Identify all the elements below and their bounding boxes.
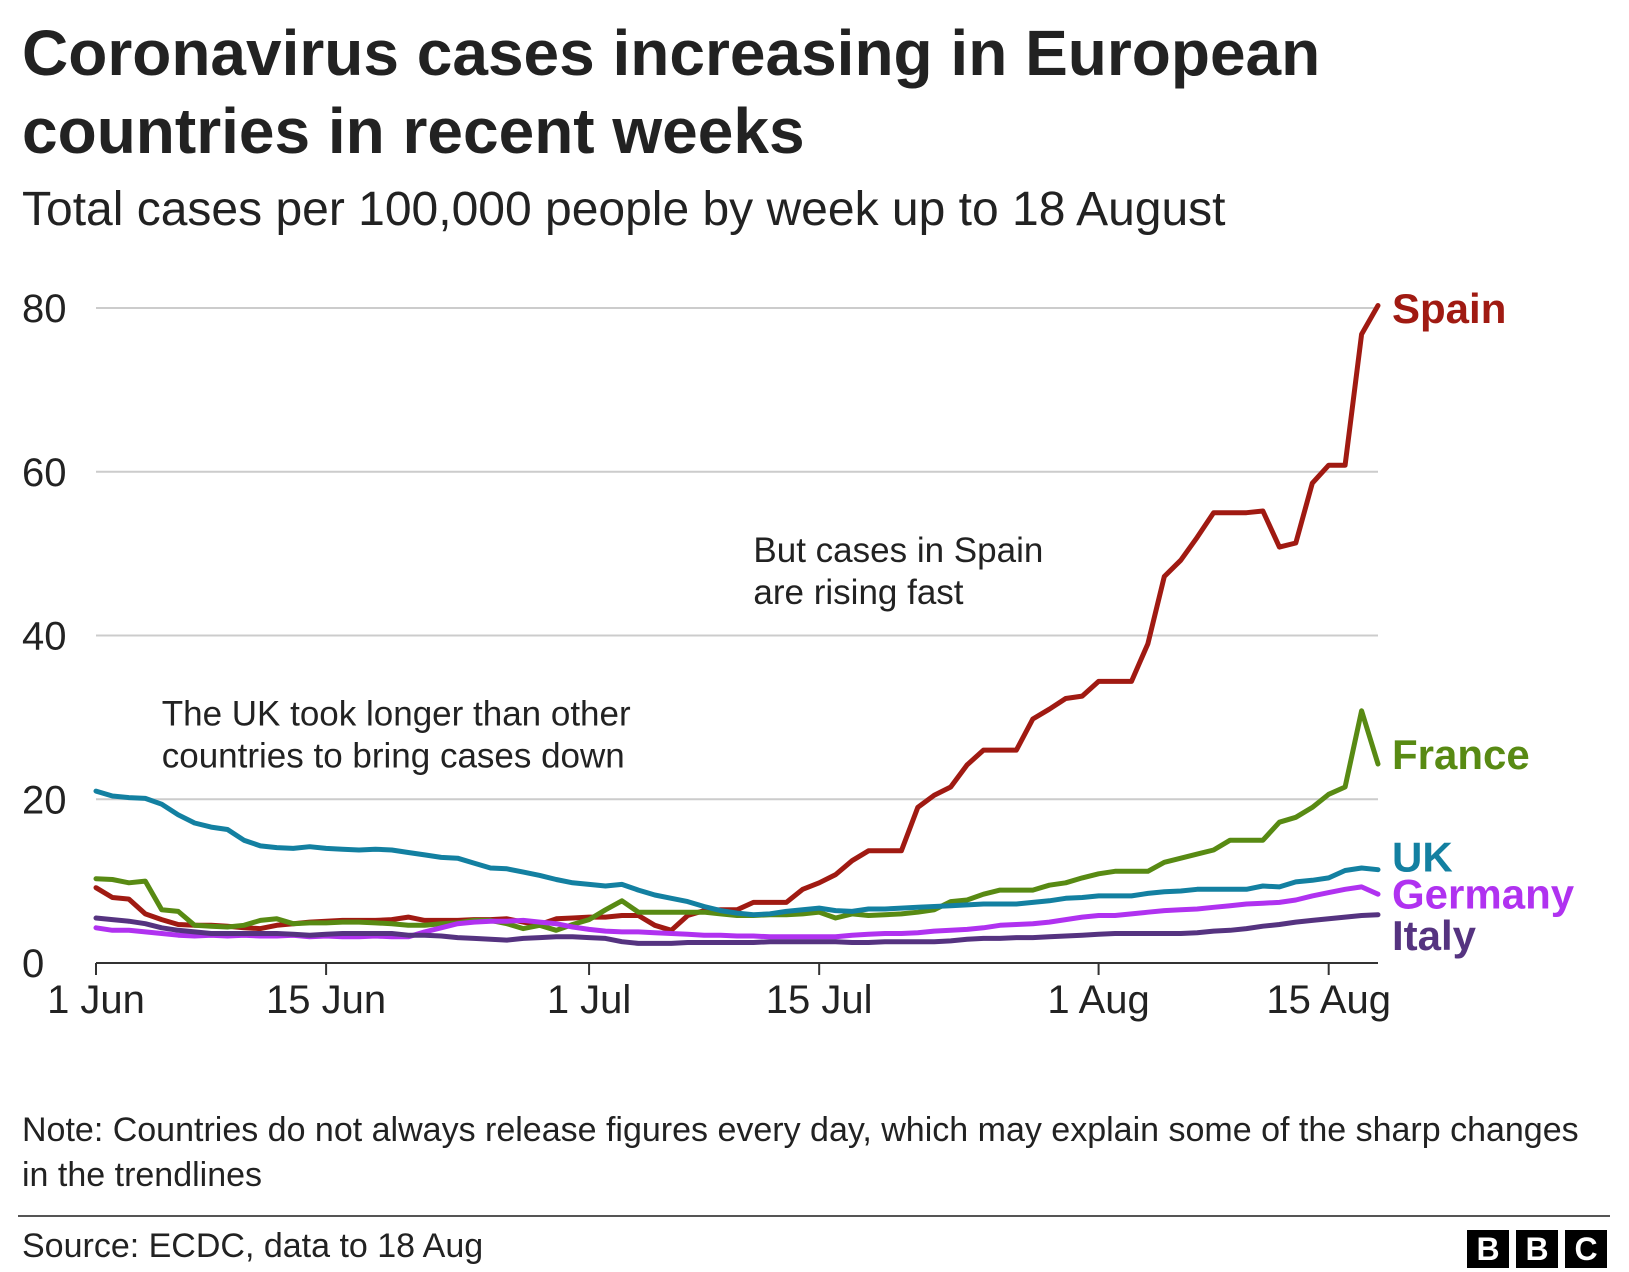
- x-tick-label: 1 Jul: [547, 978, 632, 1022]
- series-label-germany: Germany: [1392, 870, 1575, 917]
- annotation-line: are rising fast: [753, 573, 963, 612]
- series-label-uk: UK: [1392, 834, 1453, 881]
- bbc-logo-letter: B: [1467, 1230, 1509, 1268]
- x-axis: 1 Jun 15 Jun 1 Jul 15 Jul 1 Aug 15 Aug: [47, 962, 1391, 1022]
- series-line-spain: [93, 303, 1381, 933]
- x-tick-label: 15 Aug: [1266, 978, 1391, 1022]
- chart-subtitle: Total cases per 100,000 people by week u…: [22, 183, 1226, 236]
- footnote: Note: Countries do not always release fi…: [22, 1111, 1579, 1194]
- source-text: Source: ECDC, data to 18 Aug: [22, 1227, 484, 1265]
- bbc-logo-letter: C: [1565, 1230, 1607, 1268]
- annotation-line: The UK took longer than other: [162, 695, 631, 734]
- bbc-logo: B B C: [1467, 1230, 1607, 1268]
- grid-lines: [96, 307, 1378, 801]
- annotation-line: But cases in Spain: [753, 531, 1043, 570]
- series-line-uk: [93, 788, 1381, 918]
- y-axis-tick-labels: 0 20 40 60 80: [22, 287, 67, 986]
- annotation-text: But cases in Spain are rising fast: [753, 531, 1043, 612]
- y-tick-label: 60: [22, 451, 67, 495]
- line-chart: 0 20 40 60 80 1 Jun 15 Jun 1 Jul 15 Jul 1 Aug 15 …: [22, 285, 1575, 1022]
- y-tick-label: 40: [22, 615, 67, 659]
- x-tick-label: 15 Jul: [766, 978, 873, 1022]
- y-tick-label: 80: [22, 287, 67, 331]
- series-label-spain: Spain: [1392, 285, 1506, 332]
- annotations: The UK took longer than other countries t…: [162, 531, 1044, 776]
- bbc-logo-letter: B: [1516, 1230, 1558, 1268]
- annotation-line: countries to bring cases down: [162, 737, 625, 776]
- series-line-italy: [93, 912, 1381, 946]
- y-tick-label: 20: [22, 778, 67, 822]
- annotation-text: The UK took longer than other countries t…: [162, 695, 631, 776]
- x-tick-label: 1 Aug: [1047, 978, 1149, 1022]
- series-label-italy: Italy: [1392, 912, 1477, 959]
- series-label-france: France: [1392, 731, 1530, 778]
- x-tick-label: 1 Jun: [47, 978, 145, 1022]
- footer-divider: [18, 1215, 1610, 1217]
- series-lines: [93, 303, 1381, 946]
- chart-title: Coronavirus cases increasing in European…: [22, 17, 1321, 167]
- y-tick-label: 0: [22, 942, 44, 986]
- x-tick-label: 15 Jun: [266, 978, 386, 1022]
